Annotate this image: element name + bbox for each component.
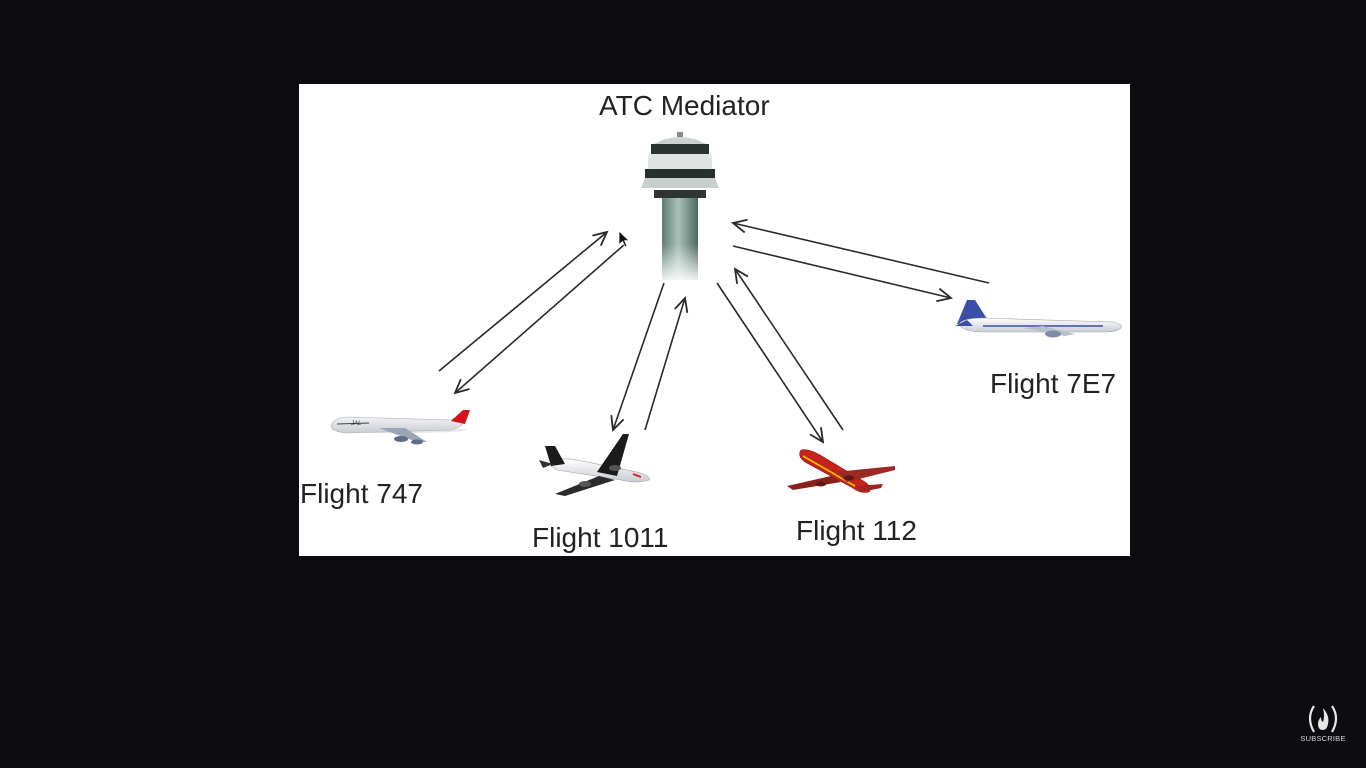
arrow-f7e7-to-tower	[732, 222, 990, 284]
arrowhead-tower-to-f7e7	[936, 287, 954, 303]
tower-label: ATC Mediator	[599, 90, 770, 121]
subscribe-button[interactable]: SUBSCRIBE	[1300, 702, 1346, 746]
arrow-tower-to-f1011	[612, 282, 665, 431]
control-tower-icon	[639, 132, 721, 284]
arrows-layer	[438, 218, 990, 444]
svg-text:JAL: JAL	[350, 421, 361, 427]
airplane-747-icon: JAL	[330, 410, 470, 445]
arrowhead-f112-to-tower	[733, 267, 749, 284]
flame-logo-icon	[1308, 705, 1338, 733]
airplane-112-icon	[787, 449, 895, 493]
flight-747-label: Flight 747	[300, 478, 423, 509]
flight-112-label: Flight 112	[796, 515, 917, 546]
diagram-canvas: JAL	[330, 132, 1122, 496]
subscribe-label: SUBSCRIBE	[1300, 734, 1346, 743]
arrowhead-tower-to-f112	[809, 427, 825, 444]
mouse-cursor-icon	[618, 230, 630, 248]
arrowhead-f1011-to-tower	[674, 296, 689, 313]
diagram-slide: JAL	[299, 84, 1130, 556]
flight-7e7-label: Flight 7E7	[990, 368, 1117, 399]
arrowhead-f7e7-to-tower	[730, 218, 748, 234]
arrow-f112-to-tower	[734, 268, 844, 431]
arrow-f1011-to-tower	[644, 297, 686, 431]
arrow-f747-to-tower	[438, 231, 608, 372]
arrowhead-f747-to-tower	[592, 230, 609, 247]
flight-1011-label: Flight 1011	[532, 522, 669, 553]
arrow-tower-to-f7e7	[732, 245, 952, 299]
arrow-tower-to-f112	[716, 282, 824, 443]
arrowhead-tower-to-f747	[453, 378, 470, 395]
airplane-1011-icon	[539, 434, 650, 496]
arrowhead-tower-to-f1011	[610, 414, 625, 432]
airplane-7e7-icon	[955, 300, 1122, 338]
arrow-tower-to-f747	[454, 243, 626, 394]
